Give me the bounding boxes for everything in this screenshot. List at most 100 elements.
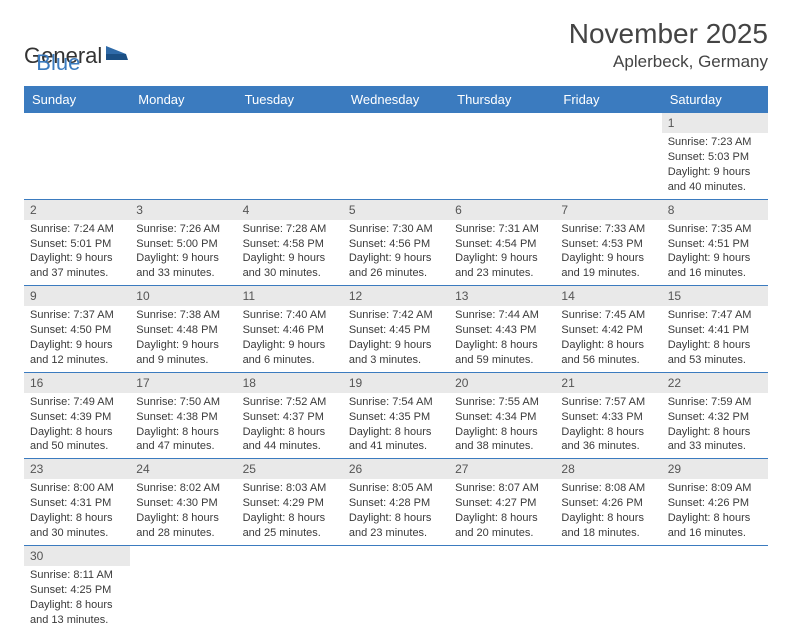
sunrise-line: Sunrise: 7:28 AM [243,222,337,237]
empty-cell [130,545,236,631]
day-cell: 14Sunrise: 7:45 AMSunset: 4:42 PMDayligh… [555,286,661,373]
day-header: Friday [555,86,661,113]
day-number: 25 [237,459,343,479]
day-number: 23 [24,459,130,479]
sunset-line: Sunset: 4:30 PM [136,496,230,511]
sunset-line: Sunset: 4:43 PM [455,323,549,338]
daylight-line: Daylight: 8 hours and 18 minutes. [561,511,655,541]
sunrise-line: Sunrise: 7:59 AM [668,395,762,410]
sunset-line: Sunset: 4:25 PM [30,583,124,598]
sunset-line: Sunset: 4:54 PM [455,237,549,252]
sunset-line: Sunset: 4:35 PM [349,410,443,425]
calendar-row: 16Sunrise: 7:49 AMSunset: 4:39 PMDayligh… [24,372,768,459]
sunset-line: Sunset: 4:37 PM [243,410,337,425]
daylight-line: Daylight: 9 hours and 9 minutes. [136,338,230,368]
daylight-line: Daylight: 9 hours and 16 minutes. [668,251,762,281]
day-cell: 17Sunrise: 7:50 AMSunset: 4:38 PMDayligh… [130,372,236,459]
day-number: 7 [555,200,661,220]
day-cell: 27Sunrise: 8:07 AMSunset: 4:27 PMDayligh… [449,459,555,546]
day-number: 16 [24,373,130,393]
calendar-row: 2Sunrise: 7:24 AMSunset: 5:01 PMDaylight… [24,199,768,286]
daylight-line: Daylight: 9 hours and 23 minutes. [455,251,549,281]
day-body: Sunrise: 7:30 AMSunset: 4:56 PMDaylight:… [343,220,449,285]
day-body: Sunrise: 8:03 AMSunset: 4:29 PMDaylight:… [237,479,343,544]
sunrise-line: Sunrise: 7:30 AM [349,222,443,237]
daylight-line: Daylight: 9 hours and 6 minutes. [243,338,337,368]
sunset-line: Sunset: 5:00 PM [136,237,230,252]
empty-cell [555,113,661,199]
day-cell: 24Sunrise: 8:02 AMSunset: 4:30 PMDayligh… [130,459,236,546]
day-body: Sunrise: 7:49 AMSunset: 4:39 PMDaylight:… [24,393,130,458]
day-body: Sunrise: 7:44 AMSunset: 4:43 PMDaylight:… [449,306,555,371]
day-cell: 30 Sunrise: 8:11 AMSunset: 4:25 PMDayligh… [24,545,130,631]
daylight-line: Daylight: 9 hours and 33 minutes. [136,251,230,281]
daylight-line: Daylight: 8 hours and 33 minutes. [668,425,762,455]
day-number: 20 [449,373,555,393]
sunset-line: Sunset: 4:28 PM [349,496,443,511]
sunrise-line: Sunrise: 8:02 AM [136,481,230,496]
daylight-line: Daylight: 8 hours and 59 minutes. [455,338,549,368]
day-cell: 18Sunrise: 7:52 AMSunset: 4:37 PMDayligh… [237,372,343,459]
calendar-body: 1Sunrise: 7:23 AMSunset: 5:03 PMDaylight… [24,113,768,631]
sunset-line: Sunset: 4:26 PM [668,496,762,511]
empty-cell [449,545,555,631]
day-number: 14 [555,286,661,306]
day-header: Tuesday [237,86,343,113]
sunset-line: Sunset: 4:39 PM [30,410,124,425]
day-number: 3 [130,200,236,220]
day-cell: 22Sunrise: 7:59 AMSunset: 4:32 PMDayligh… [662,372,768,459]
sunrise-line: Sunrise: 8:11 AM [30,568,124,583]
day-body: Sunrise: 7:45 AMSunset: 4:42 PMDaylight:… [555,306,661,371]
day-header-row: SundayMondayTuesdayWednesdayThursdayFrid… [24,86,768,113]
empty-cell [237,113,343,199]
sunrise-line: Sunrise: 8:08 AM [561,481,655,496]
day-body: Sunrise: 7:54 AMSunset: 4:35 PMDaylight:… [343,393,449,458]
sunset-line: Sunset: 4:41 PM [668,323,762,338]
day-body: Sunrise: 7:33 AMSunset: 4:53 PMDaylight:… [555,220,661,285]
sunset-line: Sunset: 4:31 PM [30,496,124,511]
sunrise-line: Sunrise: 7:33 AM [561,222,655,237]
day-cell: 6Sunrise: 7:31 AMSunset: 4:54 PMDaylight… [449,199,555,286]
sunset-line: Sunset: 4:45 PM [349,323,443,338]
day-body: Sunrise: 7:23 AMSunset: 5:03 PMDaylight:… [662,133,768,198]
sunset-line: Sunset: 4:50 PM [30,323,124,338]
daylight-line: Daylight: 8 hours and 13 minutes. [30,598,124,628]
sunset-line: Sunset: 4:38 PM [136,410,230,425]
sunset-line: Sunset: 4:33 PM [561,410,655,425]
day-cell: 2Sunrise: 7:24 AMSunset: 5:01 PMDaylight… [24,199,130,286]
sunset-line: Sunset: 4:32 PM [668,410,762,425]
sunset-line: Sunset: 4:56 PM [349,237,443,252]
day-body: Sunrise: 7:47 AMSunset: 4:41 PMDaylight:… [662,306,768,371]
day-number: 19 [343,373,449,393]
calendar-table: SundayMondayTuesdayWednesdayThursdayFrid… [24,86,768,631]
sunrise-line: Sunrise: 7:42 AM [349,308,443,323]
day-body: Sunrise: 7:59 AMSunset: 4:32 PMDaylight:… [662,393,768,458]
day-cell: 5Sunrise: 7:30 AMSunset: 4:56 PMDaylight… [343,199,449,286]
sunset-line: Sunset: 5:03 PM [668,150,762,165]
day-body: Sunrise: 7:28 AMSunset: 4:58 PMDaylight:… [237,220,343,285]
sunset-line: Sunset: 4:42 PM [561,323,655,338]
day-number: 10 [130,286,236,306]
day-number: 13 [449,286,555,306]
day-number: 1 [662,113,768,133]
day-body: Sunrise: 7:31 AMSunset: 4:54 PMDaylight:… [449,220,555,285]
empty-cell [130,113,236,199]
sunrise-line: Sunrise: 7:35 AM [668,222,762,237]
daylight-line: Daylight: 8 hours and 44 minutes. [243,425,337,455]
sunset-line: Sunset: 4:34 PM [455,410,549,425]
sunset-line: Sunset: 4:46 PM [243,323,337,338]
day-body: Sunrise: 8:07 AMSunset: 4:27 PMDaylight:… [449,479,555,544]
sunrise-line: Sunrise: 7:47 AM [668,308,762,323]
title-block: November 2025 Aplerbeck, Germany [569,18,768,72]
day-body: Sunrise: 8:09 AMSunset: 4:26 PMDaylight:… [662,479,768,544]
day-number: 30 [24,546,130,566]
daylight-line: Daylight: 9 hours and 40 minutes. [668,165,762,195]
day-cell: 7Sunrise: 7:33 AMSunset: 4:53 PMDaylight… [555,199,661,286]
day-header: Wednesday [343,86,449,113]
sunrise-line: Sunrise: 7:50 AM [136,395,230,410]
sunrise-line: Sunrise: 8:05 AM [349,481,443,496]
day-body: Sunrise: 8:05 AMSunset: 4:28 PMDaylight:… [343,479,449,544]
sunrise-line: Sunrise: 7:52 AM [243,395,337,410]
day-header: Thursday [449,86,555,113]
daylight-line: Daylight: 8 hours and 16 minutes. [668,511,762,541]
